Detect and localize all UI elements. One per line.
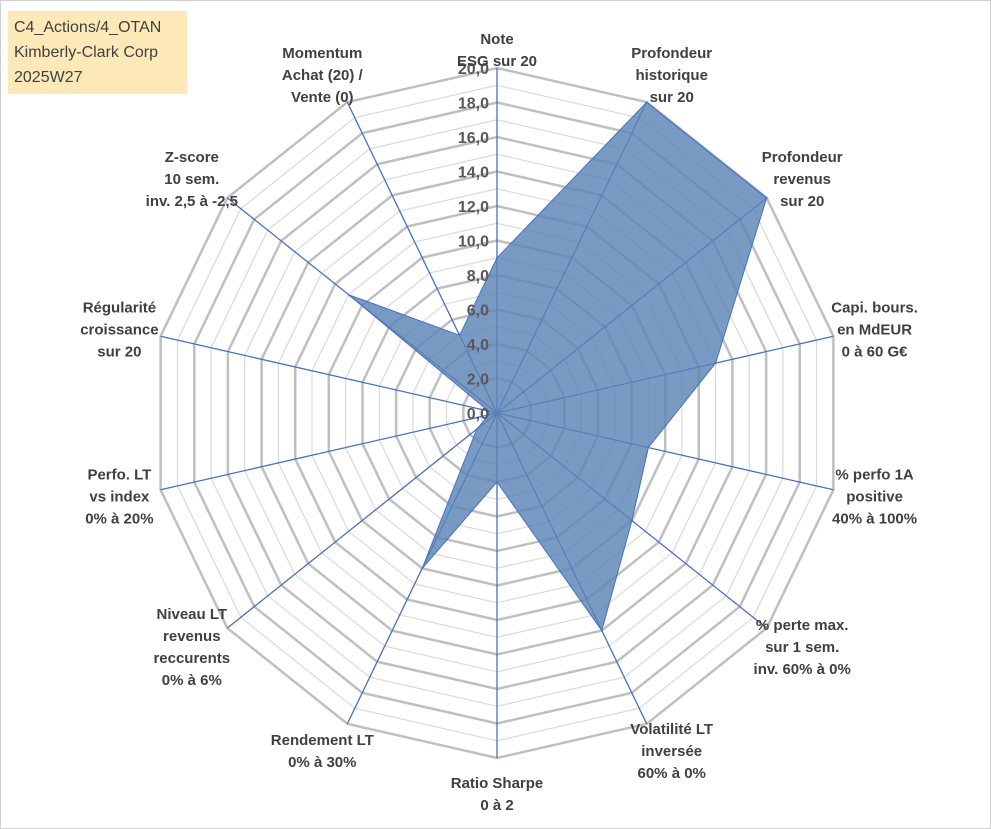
chart-caption-box: C4_Actions/4_OTAN Kimberly-Clark Corp 20… [8, 11, 187, 94]
axis-label-line: 0% à 30% [288, 754, 356, 771]
tick-label: 12,0 [458, 199, 489, 216]
series-point-2 [765, 197, 768, 199]
axis-label-line: Volatilité LT [630, 721, 713, 738]
tick-label: 10,0 [458, 234, 489, 251]
tick-label: 2,0 [467, 372, 489, 389]
axis-label-12: Z-score 10 sem. inv. 2,5 à -2,5 [146, 149, 238, 210]
axis-label-line: Niveau LT [157, 606, 228, 623]
tick-label: 20,0 [458, 61, 489, 78]
axis-label-line: Capi. bours. [831, 300, 918, 317]
series-point-3 [714, 362, 717, 364]
radar-tick-labels: 0,0 2,0 4,0 6,0 8,0 10,0 12,0 14,0 16,0 18,0 20,0 [458, 61, 489, 423]
axis-label-9: Niveau LT revenus reccurents 0% à 6% [153, 606, 230, 689]
spoke-9 [226, 412, 498, 629]
series-point-13 [458, 334, 461, 337]
axis-label-line: Achat (20) / [282, 67, 364, 84]
spoke-11 [160, 335, 498, 414]
series-point-4 [647, 446, 650, 449]
series-point-1 [645, 101, 648, 103]
axis-label-line: sur 1 sem. [765, 639, 839, 656]
axis-label-line: historique [635, 67, 708, 84]
axis-label-line: inversée [641, 743, 702, 760]
axis-label-6: Volatilité LT inversée 60% à 0% [630, 721, 713, 782]
axis-label-11: Régularité croissance sur 20 [80, 300, 158, 361]
axis-label-line: 10 sem. [164, 171, 219, 188]
series-point-12 [347, 293, 350, 296]
axis-label-line: en MdEUR [837, 322, 912, 339]
axis-label-line: Z-score [165, 149, 219, 166]
axis-label-line: inv. 2,5 à -2,5 [146, 193, 238, 210]
axis-label-line: revenus [773, 171, 831, 188]
axis-label-4: % perfo 1A positive 40% à 100% [832, 466, 917, 527]
axis-label-line: positive [846, 488, 903, 505]
axis-label-line: ESG sur 20 [457, 53, 537, 70]
axis-label-line: Rendement LT [271, 732, 374, 749]
tick-label: 16,0 [458, 130, 489, 147]
tick-label: 8,0 [467, 268, 489, 285]
axis-label-line: sur 20 [650, 89, 694, 106]
series-area-0 [348, 101, 768, 632]
series-point-10 [487, 414, 490, 416]
axis-label-line: 0% à 6% [162, 672, 222, 689]
axis-label-line: Profondeur [631, 45, 712, 62]
axis-label-line: revenus [163, 628, 221, 645]
series-point-11 [487, 410, 490, 412]
radar-series [347, 101, 768, 632]
series-point-7 [496, 481, 498, 483]
axis-label-line: sur 20 [97, 344, 141, 361]
axis-label-2: Profondeur revenus sur 20 [762, 149, 843, 210]
axis-label-line: Note [480, 31, 513, 48]
axis-label-line: Régularité [83, 300, 156, 317]
axis-label-line: 0% à 20% [85, 510, 153, 527]
axis-label-10: Perfo. LT vs index 0% à 20% [85, 466, 153, 527]
axis-label-line: 0 à 2 [480, 797, 513, 814]
axis-label-line: sur 20 [780, 193, 824, 210]
series-point-5 [631, 519, 633, 522]
axis-label-3: Capi. bours. en MdEUR 0 à 60 G€ [831, 300, 918, 361]
axis-label-line: Perfo. LT [87, 466, 151, 483]
tick-label: 6,0 [467, 303, 489, 320]
tick-label: 4,0 [467, 337, 489, 354]
tick-label: 14,0 [458, 165, 489, 182]
axis-label-line: 40% à 100% [832, 510, 917, 527]
axis-label-13: Momentum Achat (20) / Vente (0) [282, 45, 364, 106]
axis-label-line: Profondeur [762, 149, 843, 166]
radar-axis-labels: Note ESG sur 20 Profondeur historique sur 20… [80, 31, 918, 814]
caption-line-portfolio: C4_Actions/4_OTAN [14, 19, 162, 36]
axis-label-line: croissance [80, 322, 158, 339]
tick-label: 0,0 [467, 406, 489, 423]
axis-label-line: vs index [89, 488, 150, 505]
spoke-10 [160, 412, 498, 491]
axis-label-line: % perfo 1A [835, 466, 914, 483]
series-point-0 [496, 257, 498, 259]
tick-label: 18,0 [458, 96, 489, 113]
axis-label-line: Vente (0) [291, 89, 354, 106]
axis-label-line: inv. 60% à 0% [754, 661, 851, 678]
axis-label-0: Note ESG sur 20 [457, 31, 537, 70]
axis-label-line: Ratio Sharpe [451, 775, 544, 792]
axis-label-8: Rendement LT 0% à 30% [271, 732, 374, 771]
axis-label-line: 60% à 0% [638, 765, 706, 782]
series-point-6 [601, 629, 603, 632]
series-point-9 [476, 428, 478, 430]
axis-label-line: reccurents [153, 650, 230, 667]
axis-label-1: Profondeur historique sur 20 [631, 45, 712, 106]
axis-label-5: % perte max. sur 1 sem. inv. 60% à 0% [754, 617, 851, 678]
axis-label-7: Ratio Sharpe 0 à 2 [451, 775, 544, 814]
caption-line-company: Kimberly-Clark Corp [14, 44, 159, 61]
caption-line-week: 2025W27 [14, 69, 83, 86]
axis-label-line: 0 à 60 G€ [842, 344, 909, 361]
axis-label-line: % perte max. [756, 617, 849, 634]
axis-label-line: Momentum [282, 45, 362, 62]
series-point-8 [421, 567, 424, 570]
